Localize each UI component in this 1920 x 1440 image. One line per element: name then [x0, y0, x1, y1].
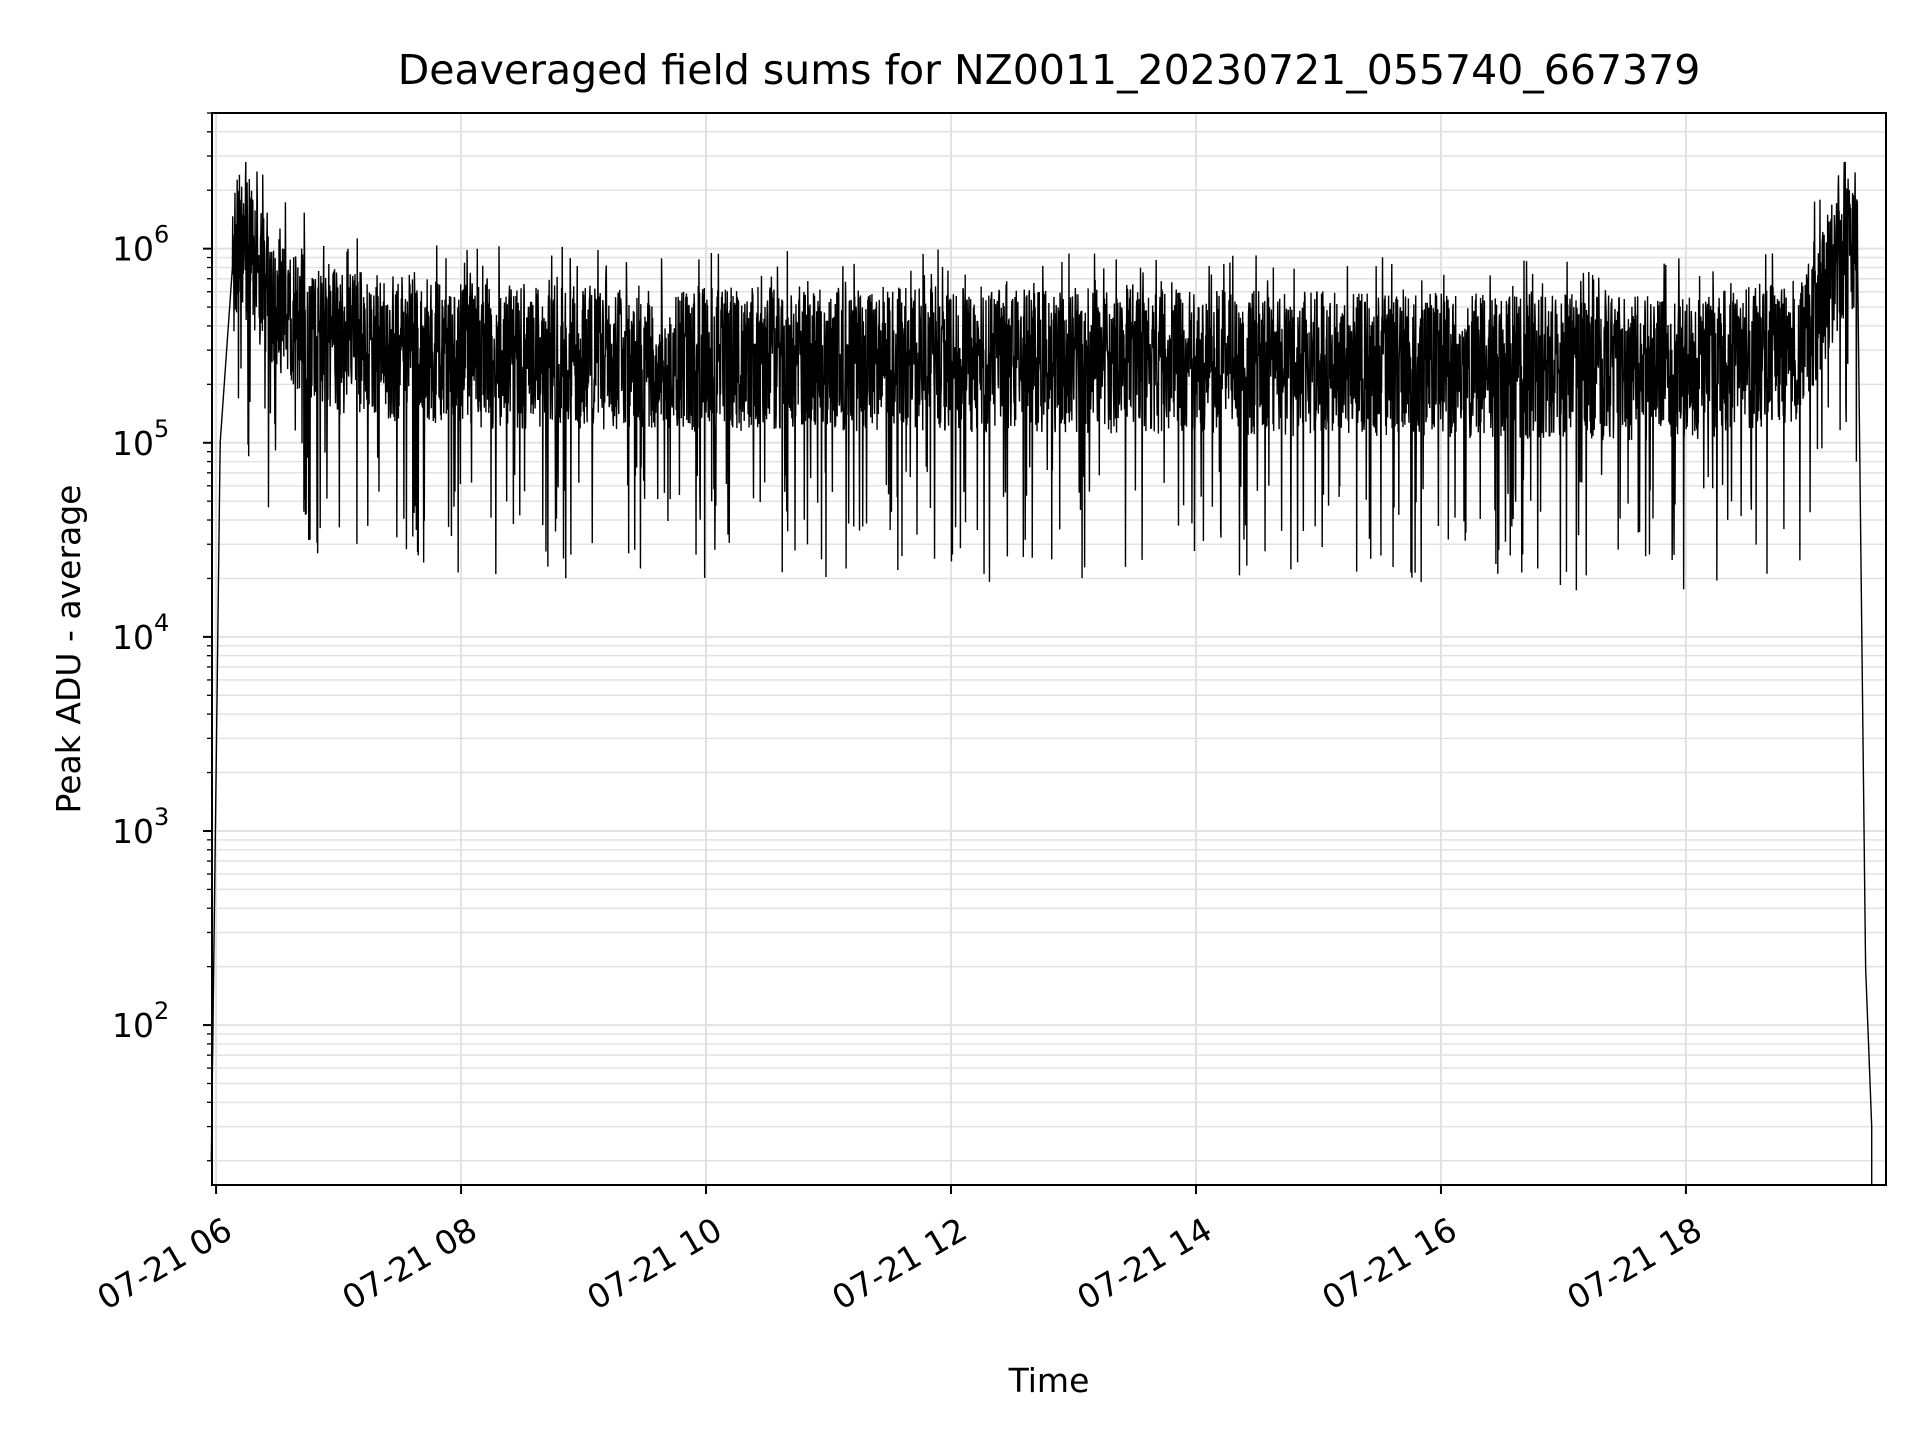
chart-title: Deaveraged field sums for NZ0011_2023072…: [398, 46, 1701, 94]
y-axis-label: Peak ADU - average: [49, 485, 88, 814]
x-axis-label: Time: [1008, 1361, 1090, 1400]
y-tick-label-exponent: 3: [154, 803, 169, 831]
y-tick-label: 10: [112, 1006, 154, 1045]
y-tick-label-exponent: 4: [154, 609, 169, 637]
y-tick-label: 10: [112, 812, 154, 851]
plot-frame: [211, 112, 1887, 1186]
series-line: [210, 161, 1873, 1185]
y-tick-label: 10: [112, 424, 154, 463]
grid: [212, 112, 1886, 1185]
y-tick-label-exponent: 2: [154, 997, 169, 1025]
y-tick-label-exponent: 5: [154, 415, 169, 443]
y-tick-label-exponent: 6: [154, 221, 169, 249]
y-tick-label: 10: [112, 618, 154, 657]
series-layer: [210, 161, 1873, 1185]
y-tick-label: 10: [112, 230, 154, 269]
